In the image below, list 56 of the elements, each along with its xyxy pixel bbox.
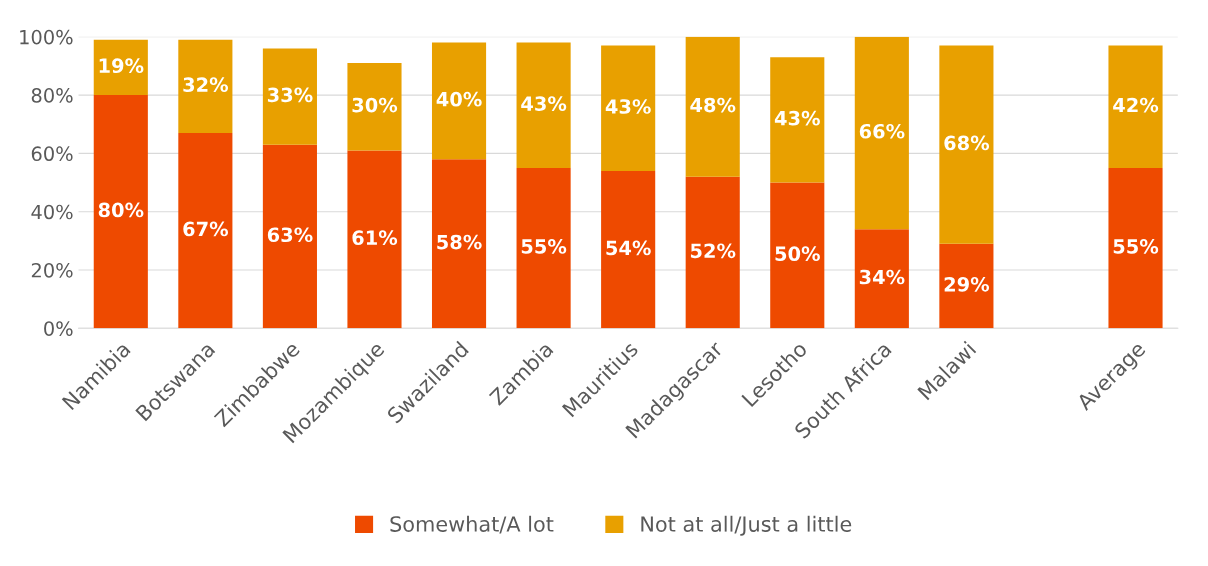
bar <box>939 45 994 244</box>
data-label: 29% <box>944 276 990 292</box>
bar <box>770 182 825 329</box>
data-label: 30% <box>352 97 398 113</box>
bar <box>939 243 994 329</box>
y-tick-label: 20% <box>31 262 73 278</box>
data-label: 34% <box>859 269 905 285</box>
bar <box>685 36 740 177</box>
bar <box>178 39 233 133</box>
bar <box>262 48 317 145</box>
data-label: 58% <box>437 234 482 250</box>
data-label: 48% <box>690 97 736 113</box>
bar <box>431 42 487 160</box>
y-tick-label: 0% <box>44 321 73 336</box>
bar <box>347 150 402 329</box>
data-label: 32% <box>183 77 229 92</box>
bar <box>1108 45 1163 168</box>
y-tick-label: 100% <box>20 29 73 45</box>
data-label: 63% <box>267 227 313 243</box>
legend-label: Not at all/Just a little <box>641 515 852 536</box>
data-label: 33% <box>267 87 313 103</box>
bar <box>770 57 825 183</box>
data-label: 54% <box>606 240 651 256</box>
data-label: 67% <box>183 221 229 237</box>
bar <box>347 63 402 151</box>
data-label: 43% <box>521 96 567 111</box>
bar <box>431 159 487 329</box>
data-label: 61% <box>352 230 398 246</box>
data-label: 68% <box>944 135 990 151</box>
data-label: 80% <box>98 202 144 218</box>
bar <box>93 95 148 329</box>
data-label: 43% <box>774 110 820 126</box>
y-tick-label: 80% <box>31 88 73 103</box>
data-label: 40% <box>436 91 482 107</box>
y-tick-label: 60% <box>31 146 73 162</box>
bar <box>601 170 656 329</box>
bar <box>516 42 571 168</box>
data-label: 19% <box>99 58 144 74</box>
bar <box>601 45 656 171</box>
bar <box>1108 167 1163 329</box>
data-label: 55% <box>521 239 567 254</box>
data-label: 42% <box>1113 97 1159 113</box>
data-label: 50% <box>775 246 820 262</box>
bar <box>516 167 571 329</box>
legend-label: Somewhat/A lot <box>390 515 554 534</box>
data-label: 52% <box>690 243 736 259</box>
bar <box>93 39 148 96</box>
bar <box>262 144 317 329</box>
bar <box>854 229 909 329</box>
data-label: 55% <box>1113 239 1159 254</box>
data-label: 43% <box>605 99 651 114</box>
data-label: 66% <box>859 123 905 139</box>
bar <box>178 132 233 329</box>
bar <box>685 176 740 329</box>
bar <box>854 36 909 230</box>
y-tick-label: 40% <box>31 204 73 220</box>
